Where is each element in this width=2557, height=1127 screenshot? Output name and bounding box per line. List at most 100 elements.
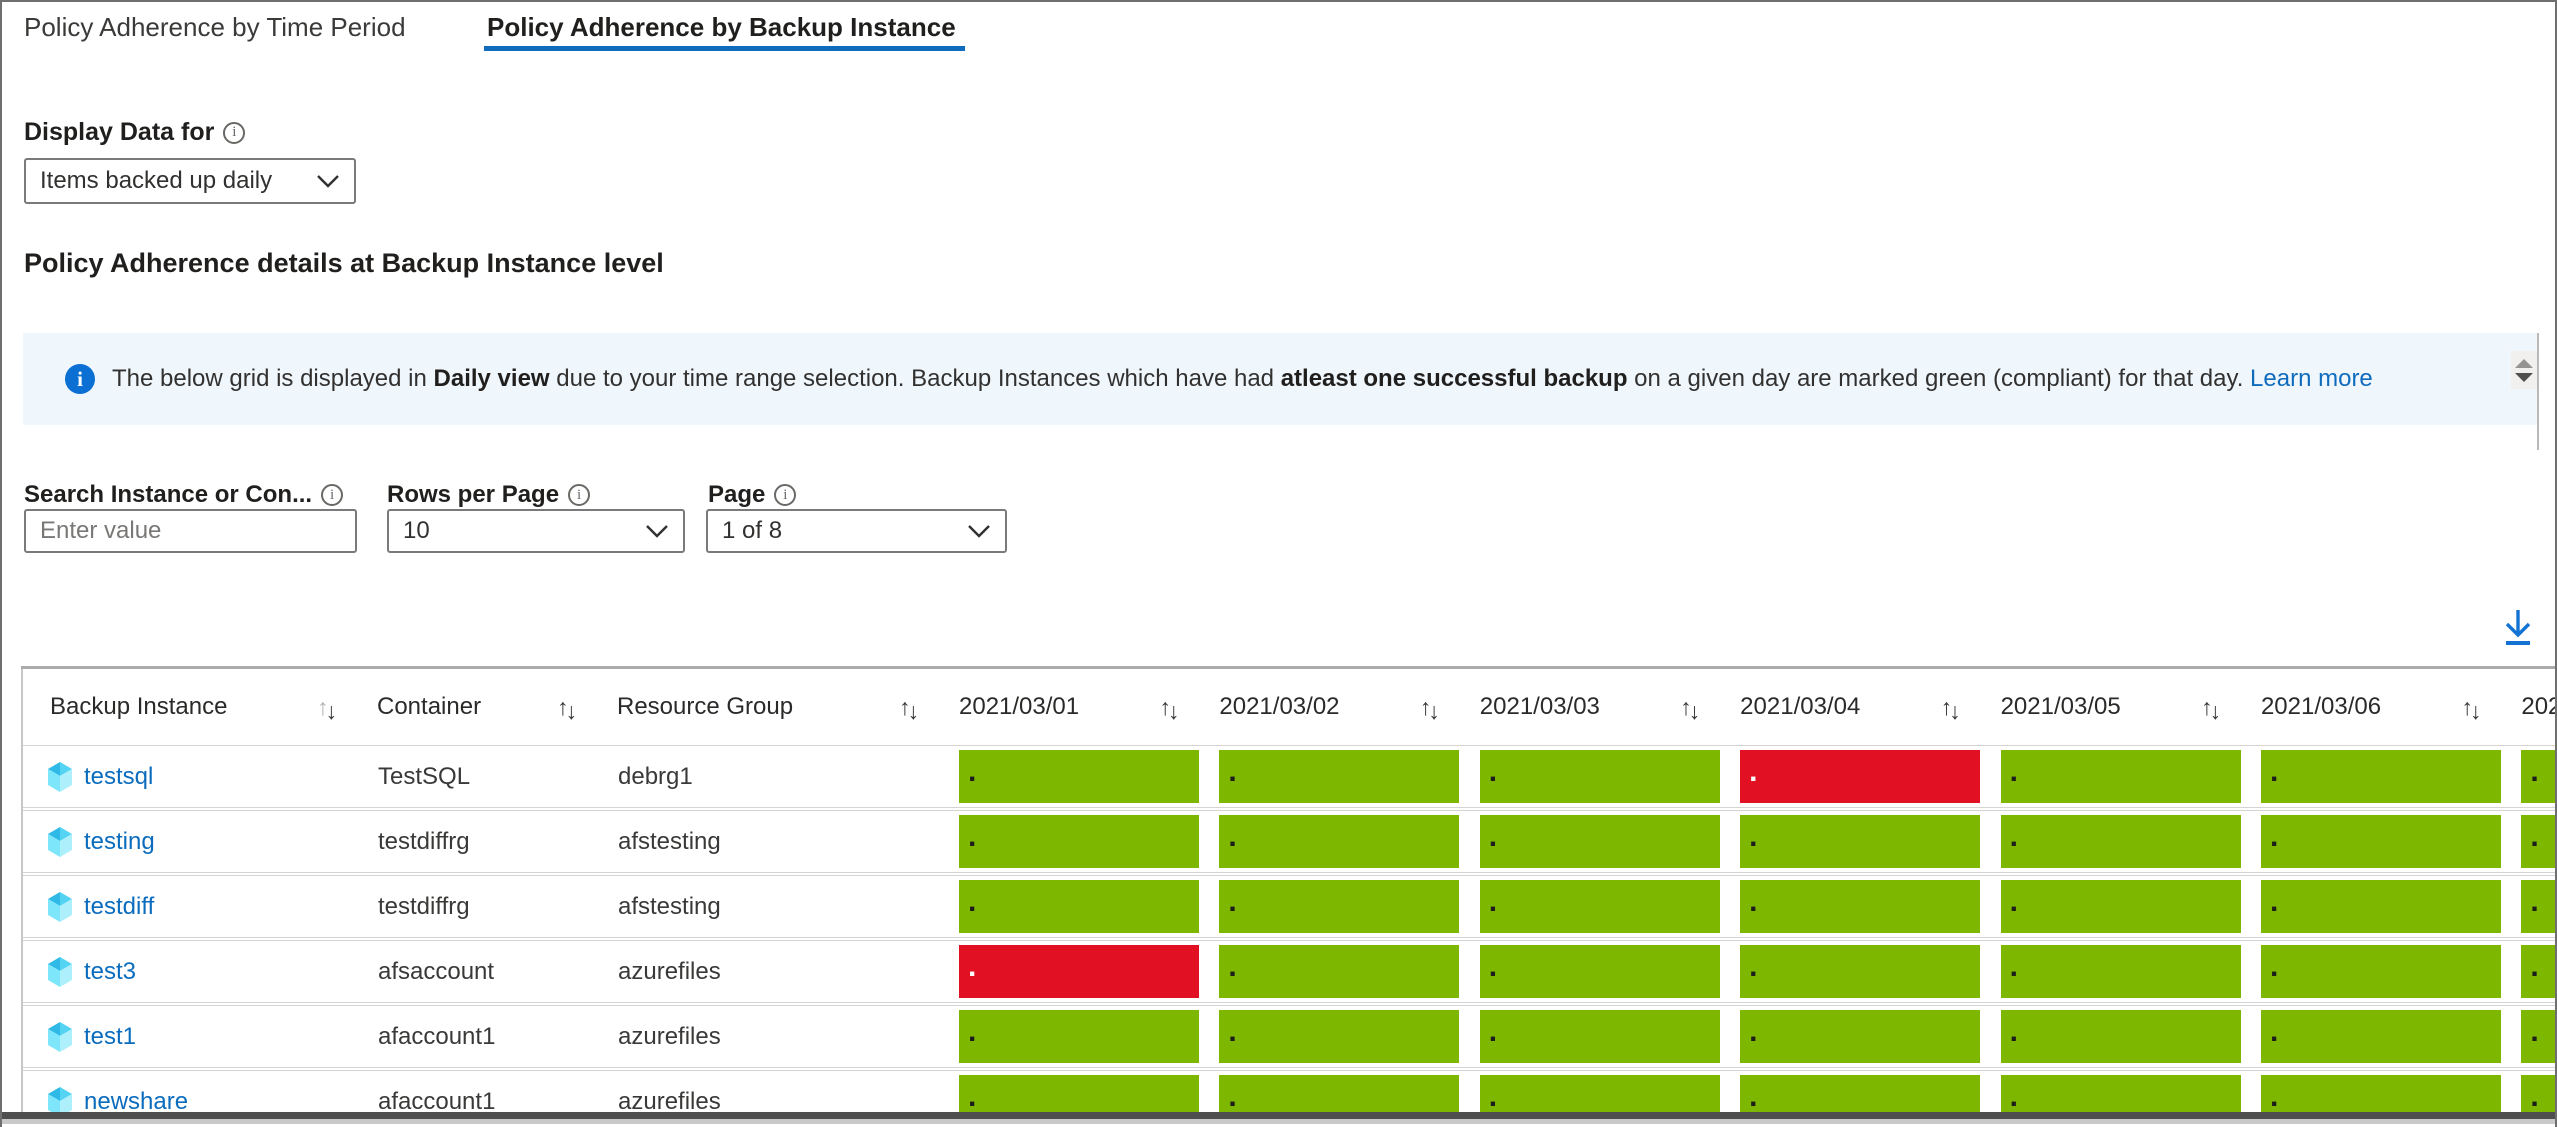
status-marker: . bbox=[1228, 820, 1237, 853]
status-marker: . bbox=[1749, 1080, 1758, 1113]
scroll-down-icon[interactable] bbox=[2515, 372, 2533, 382]
backup-instance-link[interactable]: testdiff bbox=[84, 892, 155, 920]
sort-down-icon: ↓ bbox=[1428, 697, 1439, 724]
resource-group-cell: azurefiles bbox=[618, 1022, 721, 1050]
info-icon[interactable]: i bbox=[321, 484, 344, 506]
status-cell-compliant: . bbox=[1479, 945, 1720, 998]
sort-down-icon: ↓ bbox=[2209, 697, 2220, 724]
search-input[interactable] bbox=[26, 511, 355, 551]
status-marker: . bbox=[2009, 885, 2018, 918]
sort-icon[interactable]: ↑↓ bbox=[1941, 694, 1961, 724]
status-marker: . bbox=[968, 1080, 977, 1113]
sort-icon[interactable]: ↑↓ bbox=[1159, 694, 1179, 724]
download-button[interactable] bbox=[2496, 604, 2540, 652]
scroll-up-icon[interactable] bbox=[2515, 358, 2533, 368]
status-marker: . bbox=[968, 885, 977, 918]
column-header-2021-03-02[interactable]: 2021/03/02 ↑↓ bbox=[1214, 693, 1474, 724]
column-header-2021-03-06[interactable]: 2021/03/06 ↑↓ bbox=[2256, 693, 2516, 724]
status-cell-compliant: . bbox=[959, 815, 1199, 868]
sort-down-icon: ↓ bbox=[1949, 697, 1960, 724]
page-dropdown[interactable]: 1 of 8 bbox=[706, 509, 1007, 553]
window-bottom-edge bbox=[0, 1119, 2557, 1124]
status-cell-compliant: . bbox=[1219, 750, 1460, 803]
status-cell-noncompliant: . bbox=[959, 945, 1199, 998]
banner-text-segment: due to your time range selection. Backup… bbox=[549, 365, 1281, 392]
backup-instance-icon bbox=[48, 1021, 72, 1052]
tab-policy-adherence-by-backup-instance[interactable]: Policy Adherence by Backup Instance bbox=[487, 12, 956, 42]
display-data-dropdown[interactable]: Items backed up daily bbox=[24, 158, 356, 204]
status-marker: . bbox=[2530, 820, 2539, 853]
status-marker: . bbox=[2009, 1080, 2018, 1113]
sort-icon[interactable]: ↑↓ bbox=[2461, 694, 2481, 724]
column-header-2021-03-01[interactable]: 2021/03/01 ↑↓ bbox=[954, 693, 1214, 724]
backup-instance-cell: newshare bbox=[23, 1086, 372, 1114]
sort-icon[interactable]: ↑↓ bbox=[557, 694, 577, 724]
policy-adherence-grid: Backup Instance ↑↓ Container ↑↓ Resource Gro… bbox=[21, 669, 2557, 1113]
banner-message: The below grid is displayed in Daily vie… bbox=[112, 365, 2373, 393]
backup-instance-link[interactable]: newshare bbox=[84, 1087, 189, 1114]
status-cell-compliant: . bbox=[1740, 945, 1981, 998]
column-header-label: 2021/03/02 bbox=[1219, 693, 1340, 720]
page-title: Policy Adherence details at Backup Insta… bbox=[24, 248, 664, 278]
learn-more-link[interactable]: Learn more bbox=[2250, 365, 2373, 392]
status-cell-compliant: . bbox=[1740, 880, 1981, 933]
column-header-202[interactable]: 202 bbox=[2516, 693, 2557, 721]
status-cell-compliant: . bbox=[2000, 880, 2241, 933]
column-header-label: 2021/03/04 bbox=[1740, 693, 1861, 720]
status-marker: . bbox=[1488, 820, 1498, 853]
sort-icon[interactable]: ↑↓ bbox=[1680, 694, 1700, 724]
sort-down-icon: ↓ bbox=[325, 697, 337, 724]
status-marker: . bbox=[2009, 755, 2018, 788]
sort-up-icon: ↑ bbox=[899, 693, 910, 720]
column-header-2021-03-05[interactable]: 2021/03/05 ↑↓ bbox=[1996, 693, 2256, 724]
backup-instance-icon bbox=[48, 826, 72, 857]
backup-instance-link[interactable]: testsql bbox=[84, 762, 154, 790]
column-header-2021-03-03[interactable]: 2021/03/03 ↑↓ bbox=[1475, 693, 1735, 724]
backup-instance-link[interactable]: testing bbox=[84, 827, 155, 855]
backup-instance-cell: testing bbox=[23, 826, 372, 858]
column-header-backup-instance[interactable]: Backup Instance ↑↓ bbox=[23, 693, 372, 724]
status-cell-compliant: . bbox=[1740, 1010, 1981, 1063]
resource-group-cell: afstesting bbox=[618, 892, 721, 920]
tab-policy-adherence-by-time-period[interactable]: Policy Adherence by Time Period bbox=[24, 12, 406, 42]
info-icon[interactable]: i bbox=[223, 121, 246, 144]
rows-per-page-dropdown[interactable]: 10 bbox=[387, 509, 685, 553]
column-header-2021-03-04[interactable]: 2021/03/04 ↑↓ bbox=[1735, 693, 1995, 724]
info-icon[interactable]: i bbox=[568, 484, 591, 506]
status-marker: . bbox=[968, 1015, 977, 1048]
status-marker: . bbox=[2009, 950, 2018, 983]
status-cell-compliant: . bbox=[2521, 1010, 2557, 1063]
column-header-label: 2021/03/01 bbox=[959, 693, 1080, 720]
status-cell-compliant: . bbox=[2521, 815, 2557, 868]
download-icon bbox=[2505, 610, 2531, 645]
status-marker: . bbox=[1488, 950, 1498, 983]
status-cell-compliant: . bbox=[1219, 1075, 1460, 1113]
backup-instance-link[interactable]: test1 bbox=[84, 1022, 137, 1050]
scroll-arrows[interactable] bbox=[2511, 351, 2537, 389]
status-marker: . bbox=[1749, 755, 1758, 788]
container-cell: afaccount1 bbox=[378, 1022, 496, 1050]
column-header-container[interactable]: Container ↑↓ bbox=[372, 693, 612, 724]
column-header-label: Backup Instance bbox=[50, 693, 228, 720]
status-marker: . bbox=[968, 820, 977, 853]
info-icon[interactable]: i bbox=[774, 484, 797, 506]
search-input-box[interactable] bbox=[24, 509, 357, 553]
table-row: testing testdiffrg afstesting....... bbox=[23, 810, 2557, 873]
sort-icon[interactable]: ↑↓ bbox=[1419, 693, 1440, 724]
sort-icon[interactable]: ↑↓ bbox=[2201, 694, 2221, 724]
status-marker: . bbox=[1488, 1080, 1498, 1113]
status-cell-noncompliant: . bbox=[1740, 750, 1981, 803]
rows-per-page-label: Rows per Page i bbox=[387, 481, 591, 509]
status-cell-compliant: . bbox=[1219, 815, 1460, 868]
backup-instance-link[interactable]: test3 bbox=[84, 957, 137, 985]
search-label-text: Search Instance or Con... bbox=[24, 481, 313, 508]
status-marker: . bbox=[2009, 820, 2018, 853]
sort-icon[interactable]: ↑↓ bbox=[899, 693, 919, 724]
status-marker: . bbox=[2269, 1015, 2279, 1048]
sort-up-icon: ↑ bbox=[1419, 693, 1431, 720]
column-header-resource-group[interactable]: Resource Group ↑↓ bbox=[612, 693, 954, 724]
sort-icon[interactable]: ↑↓ bbox=[317, 694, 337, 724]
status-marker: . bbox=[2530, 950, 2539, 983]
banner-text-segment: The below grid is displayed in bbox=[112, 365, 434, 392]
status-marker: . bbox=[2530, 885, 2539, 918]
